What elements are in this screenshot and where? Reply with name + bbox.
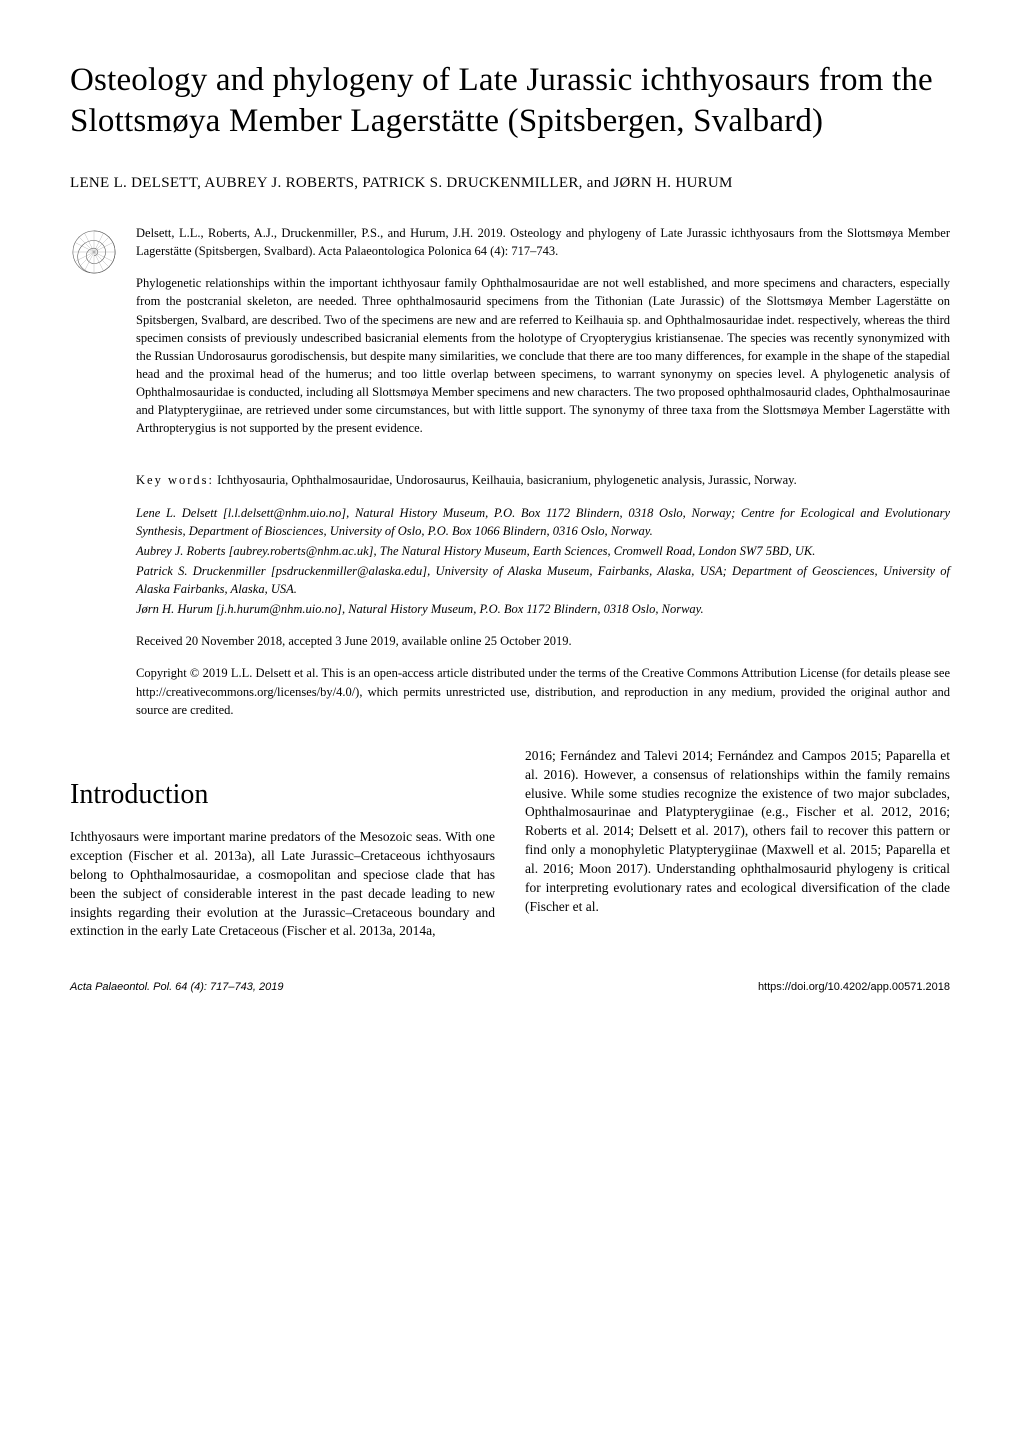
page-footer: Acta Palaeontol. Pol. 64 (4): 717–743, 2…	[70, 981, 950, 993]
abstract-text-column: Delsett, L.L., Roberts, A.J., Druckenmil…	[136, 224, 950, 451]
keywords-label: Key words:	[136, 473, 214, 487]
metadata-block: Key words: Ichthyosauria, Ophthalmosauri…	[136, 471, 950, 718]
footer-doi: https://doi.org/10.4202/app.00571.2018	[758, 981, 950, 993]
affiliation-3: Patrick S. Druckenmiller [psdruckenmille…	[136, 562, 950, 598]
intro-para-right: 2016; Fernández and Talevi 2014; Fernánd…	[525, 747, 950, 917]
affiliation-1: Lene L. Delsett [l.l.delsett@nhm.uio.no]…	[136, 504, 950, 540]
section-heading-introduction: Introduction	[70, 775, 495, 814]
footer-journal-ref: Acta Palaeontol. Pol. 64 (4): 717–743, 2…	[70, 981, 283, 993]
abstract-paragraph: Phylogenetic relationships within the im…	[136, 274, 950, 437]
affiliations: Lene L. Delsett [l.l.delsett@nhm.uio.no]…	[136, 504, 950, 619]
intro-left-column: Introduction Ichthyosaurs were important…	[70, 747, 495, 942]
article-title: Osteology and phylogeny of Late Jurassic…	[70, 60, 950, 143]
ammonite-icon	[70, 228, 118, 276]
copyright-text: Copyright © 2019 L.L. Delsett et al. Thi…	[136, 664, 950, 718]
authors-line: LENE L. DELSETT, AUBREY J. ROBERTS, PATR…	[70, 171, 950, 197]
citation-paragraph: Delsett, L.L., Roberts, A.J., Druckenmil…	[136, 224, 950, 260]
received-line: Received 20 November 2018, accepted 3 Ju…	[136, 632, 950, 650]
intro-columns: Introduction Ichthyosaurs were important…	[70, 747, 950, 942]
keywords-text: Ichthyosauria, Ophthalmosauridae, Undoro…	[214, 473, 797, 487]
affiliation-2: Aubrey J. Roberts [aubrey.roberts@nhm.ac…	[136, 542, 950, 560]
intro-right-column: 2016; Fernández and Talevi 2014; Fernánd…	[525, 747, 950, 942]
icon-column	[70, 224, 118, 451]
abstract-block: Delsett, L.L., Roberts, A.J., Druckenmil…	[70, 224, 950, 451]
intro-para-left: Ichthyosaurs were important marine preda…	[70, 828, 495, 941]
affiliation-4: Jørn H. Hurum [j.h.hurum@nhm.uio.no], Na…	[136, 600, 950, 618]
keywords-line: Key words: Ichthyosauria, Ophthalmosauri…	[136, 471, 950, 489]
